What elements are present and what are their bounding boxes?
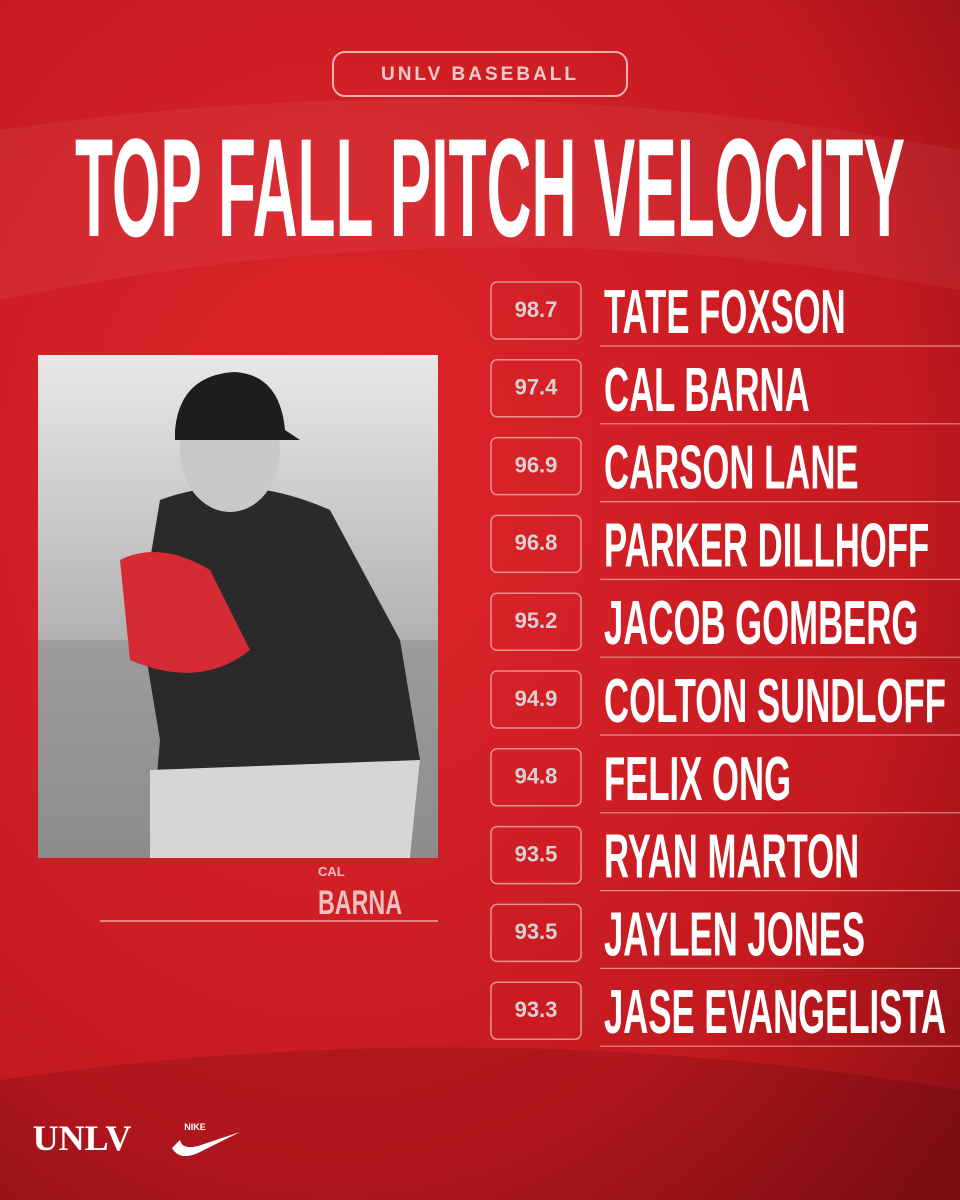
velocity-box (490, 748, 582, 807)
player-name: COLTON SUNDLOFF (604, 666, 946, 735)
sponsor-swoosh (172, 1132, 240, 1157)
velocity-box (490, 670, 582, 729)
photo-caption-last: BARNA (318, 884, 402, 922)
player-name: JASE EVANGELISTA (604, 978, 946, 1047)
header-label: UNLV BASEBALL (381, 64, 579, 85)
player-name: RYAN MARTON (604, 822, 859, 891)
player-name: CAL BARNA (604, 355, 810, 424)
player-cap (175, 372, 300, 440)
velocity: 94.8 (515, 764, 558, 789)
velocity-box (490, 592, 582, 651)
player-name: TATE FOXSON (604, 277, 846, 346)
velocity-box (490, 981, 582, 1040)
velocity-box (490, 514, 582, 574)
sponsor-logo: NIKE (184, 1122, 206, 1132)
player-glove (120, 552, 250, 673)
velocity: 96.9 (515, 452, 558, 477)
velocity-box (490, 281, 582, 340)
player-name: JAYLEN JONES (604, 900, 865, 969)
leader-list: 98.7 TATE FOXSON 97.4 CAL BARNA 96.9 CARSON L… (490, 277, 960, 1047)
player-pants (150, 760, 420, 858)
velocity-box (490, 359, 582, 418)
velocity: 97.4 (515, 375, 559, 400)
player-name: JACOB GOMBERG (604, 589, 918, 658)
photo (38, 355, 438, 858)
player-name: FELIX ONG (604, 744, 791, 813)
velocity-box (490, 436, 582, 496)
school-logo: UNLV (33, 1118, 132, 1158)
velocity: 98.7 (515, 297, 558, 322)
title: TOP FALL PITCH VELOCITY (75, 109, 905, 266)
bg-swoosh (0, 1047, 960, 1200)
velocity: 93.3 (515, 997, 558, 1022)
velocity: 94.9 (515, 686, 558, 711)
player-name: CARSON LANE (604, 433, 859, 502)
velocity-box (490, 903, 582, 963)
velocity: 95.2 (515, 608, 558, 633)
photo-caption-first: CAL (318, 864, 345, 879)
header-pill (332, 51, 628, 97)
velocity: 93.5 (515, 919, 558, 944)
velocity: 96.8 (515, 530, 558, 555)
bg-swoosh (0, 99, 960, 300)
velocity-box (490, 825, 582, 885)
player-name: PARKER DILLHOFF (604, 511, 929, 580)
velocity: 93.5 (515, 841, 558, 866)
